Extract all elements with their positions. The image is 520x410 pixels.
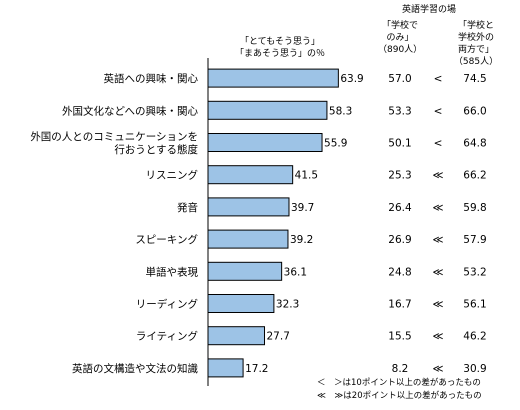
school-and-outside-value: 66.2 — [463, 170, 486, 182]
category-label: 発音 — [177, 201, 198, 214]
difference-marker: ≪ — [433, 170, 444, 182]
school-and-outside-value: 46.2 — [463, 331, 486, 343]
category-label: 英語への興味・関心 — [104, 72, 199, 85]
header-line: 両方で」 — [457, 45, 494, 55]
difference-marker: < — [434, 105, 443, 117]
bar — [207, 229, 289, 249]
bar-value-label: 27.7 — [267, 331, 290, 343]
series-label: 「とてもそう思う」 「まあそう思う」の％ — [220, 36, 340, 60]
school-only-value: 8.2 — [392, 363, 409, 375]
bar — [207, 68, 339, 88]
bar — [207, 100, 328, 120]
category-label: ライティング — [136, 330, 199, 343]
category-label: リーディング — [136, 298, 199, 311]
school-and-outside-value: 57.9 — [463, 234, 486, 246]
difference-marker: ≪ — [433, 363, 444, 375]
header-line: （585人） — [453, 57, 499, 67]
header-line: 学校外の — [457, 33, 494, 43]
category-label: スピーキング — [135, 233, 198, 246]
bar — [207, 326, 266, 346]
school-and-outside-value: 64.8 — [463, 138, 486, 150]
bar — [207, 197, 290, 217]
school-only-value: 26.4 — [388, 202, 412, 214]
category-label: リスニング — [146, 169, 199, 182]
school-and-outside-value: 66.0 — [463, 105, 486, 117]
series-label-line: 「とてもそう思う」 — [239, 37, 321, 47]
header-line: のみ」 — [386, 33, 414, 43]
category-label: 外国の人とのコミュニケーションを — [30, 131, 198, 143]
school-only-value: 15.5 — [388, 331, 411, 343]
school-only-header: 「学校で のみ」 （890人） — [378, 20, 422, 56]
bar — [207, 133, 323, 152]
difference-marker: ≪ — [433, 331, 444, 343]
bar — [207, 165, 294, 185]
school-only-value: 26.9 — [388, 234, 411, 246]
school-only-value: 24.8 — [388, 266, 411, 278]
comparison-title: 英語学習の場 — [401, 5, 456, 15]
school-only-value: 25.3 — [388, 170, 411, 182]
difference-marker: ≪ — [433, 234, 444, 246]
bar — [207, 294, 275, 313]
school-only-value: 16.7 — [388, 299, 411, 311]
category-label: 英語の文構造や文法の知識 — [72, 362, 198, 375]
school-and-outside-value: 30.9 — [463, 363, 486, 375]
school-and-outside-value: 56.1 — [463, 299, 486, 311]
bar-value-label: 58.3 — [329, 105, 352, 117]
header-line: （890人） — [378, 45, 423, 55]
header-line: 「学校で — [381, 21, 418, 31]
bar-value-label: 41.5 — [295, 170, 318, 182]
difference-marker: < — [434, 138, 443, 150]
bar-value-label: 39.7 — [291, 202, 314, 214]
school-and-outside-header: 「学校と 学校外の 両方で」 （585人） — [448, 20, 504, 68]
header-line: 「学校と — [457, 21, 494, 31]
school-and-outside-value: 74.5 — [463, 73, 486, 85]
series-label-line: 「まあそう思う」の％ — [234, 49, 325, 59]
bar-value-label: 63.9 — [340, 73, 363, 85]
bar — [207, 358, 244, 378]
category-label: 単語や表現 — [146, 265, 199, 278]
bar-value-label: 39.2 — [290, 234, 313, 246]
note-10-points: ＜ ＞は10ポイント以上の差があったもの — [317, 378, 481, 388]
school-only-value: 53.3 — [388, 105, 411, 117]
category-label: 外国文化などへの興味・関心 — [62, 104, 198, 117]
bar-value-label: 17.2 — [245, 363, 268, 375]
bar-value-label: 36.1 — [284, 266, 307, 278]
bar-value-label: 55.9 — [324, 138, 347, 150]
difference-marker: ≪ — [433, 202, 444, 214]
school-only-value: 50.1 — [388, 138, 411, 150]
school-and-outside-value: 53.2 — [463, 266, 486, 278]
bar — [207, 261, 283, 281]
difference-marker: < — [434, 73, 443, 85]
note-20-points: ≪ ≫は20ポイント以上の差があったもの — [317, 391, 482, 401]
difference-marker: ≪ — [433, 266, 444, 278]
bar-value-label: 32.3 — [276, 299, 299, 311]
school-and-outside-value: 59.8 — [463, 202, 486, 214]
category-label: 行おうとする態度 — [114, 143, 198, 156]
school-only-value: 57.0 — [388, 73, 411, 85]
difference-marker: ≪ — [433, 299, 444, 311]
